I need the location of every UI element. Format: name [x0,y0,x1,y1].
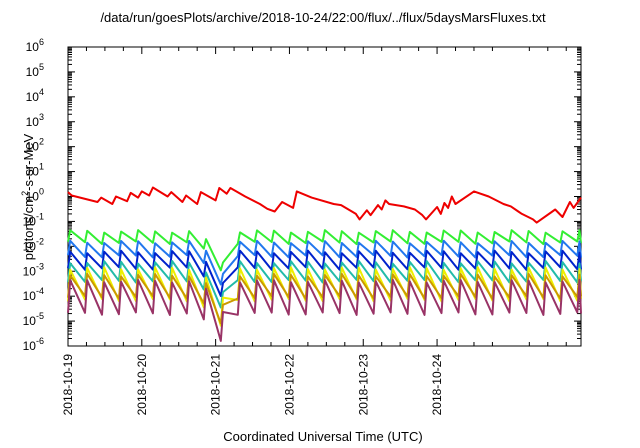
x-axis-label: Coordinated Universal Time (UTC) [223,429,422,444]
series-line-2 [67,239,582,286]
y-tick-label: 100 [26,187,44,204]
y-tick-label: 10-6 [23,336,44,353]
y-tick-label: 101 [26,162,44,179]
series-line-1 [67,229,582,272]
y-tick-label: 103 [26,112,44,129]
y-tick-label: 10-1 [23,211,44,228]
x-axis: 2018-10-19 2018-10-20 2018-10-21 2018-10-22… [61,47,567,416]
y-axis-label: protons/cm2-s-sr-MeV [20,133,36,260]
y-axis: 10-6 10-5 10-4 10-3 10-2 10-1 100 101 102 103 104 1… [23,37,581,353]
y-tick-label: 106 [26,37,44,54]
y-tick-label: 10-2 [23,236,44,253]
y-tick-label: 10-3 [23,261,44,278]
x-tick-label: 2018-10-21 [209,354,223,416]
series-line-3 [67,249,582,297]
x-tick-label: 2018-10-24 [430,354,444,416]
x-tick-label: 2018-10-22 [282,354,296,416]
x-tick-label: 2018-10-23 [356,354,370,416]
series-line-7 [67,278,582,342]
y-tick-label: 104 [26,87,44,104]
series-line-0 [67,186,582,224]
series-group [67,186,582,342]
y-tick-label: 10-4 [23,286,44,303]
y-tick-label: 10-5 [23,311,44,328]
y-tick-label: 105 [26,62,44,79]
x-tick-label: 2018-10-20 [135,354,149,416]
y-tick-label: 102 [26,137,44,154]
x-tick-label: 2018-10-19 [61,354,75,416]
chart-title: /data/run/goesPlots/archive/2018-10-24/2… [100,10,546,25]
